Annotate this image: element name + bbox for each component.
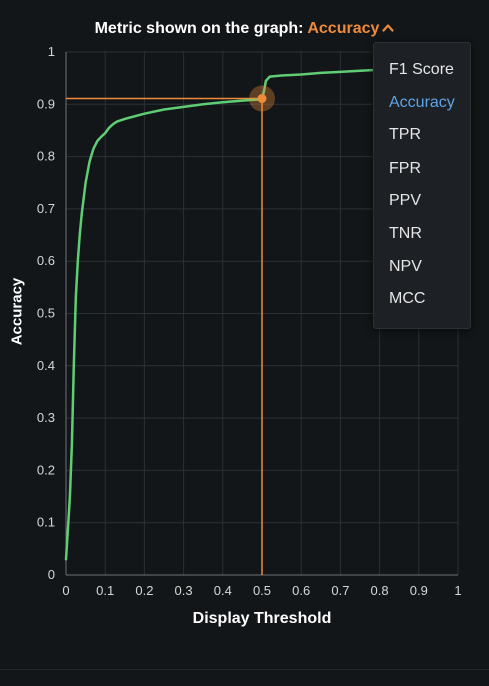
threshold-marker xyxy=(257,94,267,104)
accuracy-curve xyxy=(64,67,421,561)
x-tick-label: 0.3 xyxy=(175,583,193,598)
dropdown-option-npv[interactable]: NPV xyxy=(389,258,422,275)
x-tick-label: 0.5 xyxy=(253,583,271,598)
metric-header: Metric shown on the graph: Accuracy xyxy=(0,20,489,38)
dropdown-option-tpr[interactable]: TPR xyxy=(389,126,421,143)
dropdown-option-tnr[interactable]: TNR xyxy=(389,225,422,242)
x-axis-title: Display Threshold xyxy=(192,610,332,627)
tick-labels: 0 0.1 0.2 0.3 0.4 0.5 0.6 0.7 0.8 0.9 1 0 0.1 0.2 0.3 0… xyxy=(37,44,462,598)
x-tick-label: 0.2 xyxy=(135,583,153,598)
y-axis-title: Accuracy xyxy=(8,277,26,346)
dropdown-option-accuracy[interactable]: Accuracy xyxy=(389,94,455,111)
plot-area xyxy=(64,67,421,575)
x-tick-label: 0.9 xyxy=(410,583,428,598)
x-tick-label: 0 xyxy=(62,583,69,598)
x-tick-label: 0.7 xyxy=(331,583,349,598)
metric-selector-toggle[interactable]: Accuracy xyxy=(307,20,394,37)
y-tick-label: 0.4 xyxy=(37,358,55,373)
x-tick-label: 0.1 xyxy=(96,583,114,598)
selected-metric-label: Accuracy xyxy=(307,20,380,37)
divider xyxy=(0,669,489,670)
dropdown-option-fpr[interactable]: FPR xyxy=(389,160,421,177)
metric-header-prefix: Metric shown on the graph: xyxy=(94,20,304,37)
y-tick-label: 0.8 xyxy=(37,149,55,164)
chevron-up-icon xyxy=(382,24,394,32)
y-tick-label: 0.7 xyxy=(37,201,55,216)
y-tick-label: 0 xyxy=(48,567,55,582)
metric-dropdown-menu: F1 Score Accuracy TPR FPR PPV TNR NPV MCC xyxy=(373,42,471,329)
y-tick-label: 0.3 xyxy=(37,410,55,425)
x-tick-label: 0.4 xyxy=(214,583,232,598)
y-tick-label: 0.1 xyxy=(37,515,55,530)
y-tick-label: 0.2 xyxy=(37,462,55,477)
x-tick-label: 1 xyxy=(454,583,461,598)
dropdown-option-ppv[interactable]: PPV xyxy=(389,192,422,209)
x-tick-label: 0.8 xyxy=(371,583,389,598)
dropdown-option-mcc[interactable]: MCC xyxy=(389,290,426,307)
y-tick-label: 0.9 xyxy=(37,96,55,111)
y-tick-label: 0.5 xyxy=(37,306,55,321)
x-tick-label: 0.6 xyxy=(292,583,310,598)
y-tick-label: 0.6 xyxy=(37,253,55,268)
dropdown-option-f1-score[interactable]: F1 Score xyxy=(389,61,454,78)
y-tick-label: 1 xyxy=(48,44,55,59)
